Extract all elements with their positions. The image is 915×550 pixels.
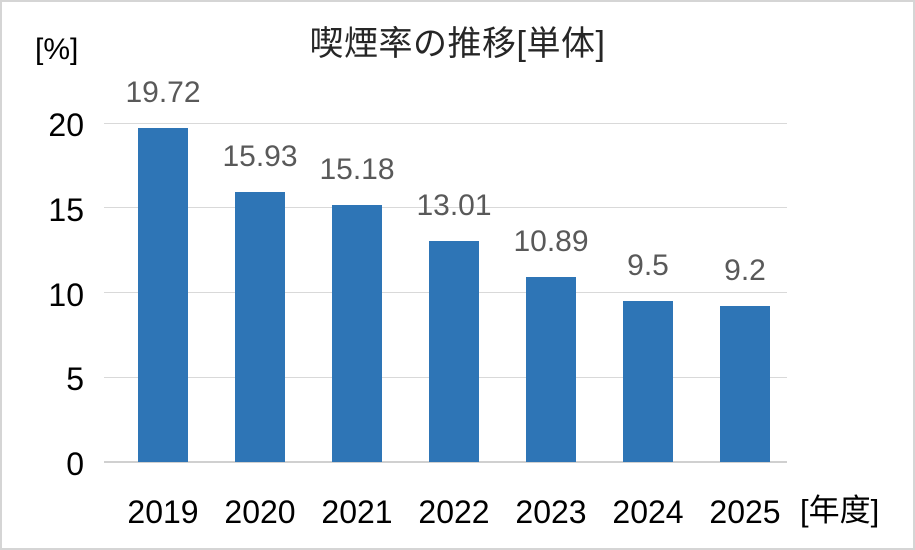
x-axis-tick-label: 2025 bbox=[709, 494, 781, 530]
bar-value-label: 13.01 bbox=[416, 189, 492, 223]
bar-value-label: 10.89 bbox=[513, 225, 589, 259]
x-axis-tick-label: 2019 bbox=[127, 494, 199, 530]
bar-2022 bbox=[429, 241, 479, 462]
y-axis-tick-label: 5 bbox=[66, 361, 84, 398]
bar-2024 bbox=[623, 300, 673, 462]
bar-value-label: 15.18 bbox=[319, 152, 395, 186]
bar-2023 bbox=[526, 277, 576, 462]
y-axis-tick-label: 15 bbox=[48, 191, 84, 228]
bar-2019 bbox=[138, 127, 188, 462]
bar-value-label: 9.5 bbox=[627, 248, 669, 282]
x-axis-tick-label: 2022 bbox=[418, 494, 490, 530]
bar-2025 bbox=[720, 306, 770, 462]
chart-title: 喫煙率の推移[単体] bbox=[309, 25, 606, 63]
x-axis-tick-label: 2020 bbox=[224, 494, 296, 530]
gridline bbox=[104, 207, 787, 209]
x-axis-tick-label: 2021 bbox=[321, 494, 393, 530]
y-axis-tick-label: 10 bbox=[48, 276, 84, 313]
bar-value-label: 15.93 bbox=[222, 139, 298, 173]
bar-value-label: 9.2 bbox=[724, 254, 766, 288]
gridline bbox=[104, 122, 787, 124]
x-axis-tick-label: 2023 bbox=[515, 494, 587, 530]
y-axis-tick-label: 20 bbox=[48, 107, 84, 143]
x-axis-tick-label: 2024 bbox=[612, 494, 684, 530]
y-axis-unit-label: [%] bbox=[35, 33, 79, 66]
bar-value-label: 19.72 bbox=[125, 75, 201, 109]
y-axis-tick-label: 0 bbox=[66, 446, 84, 482]
bar-2020 bbox=[235, 191, 285, 462]
x-axis-unit-label: [年度] bbox=[800, 493, 880, 528]
x-axis-line bbox=[104, 461, 787, 463]
bar-2021 bbox=[332, 204, 382, 462]
